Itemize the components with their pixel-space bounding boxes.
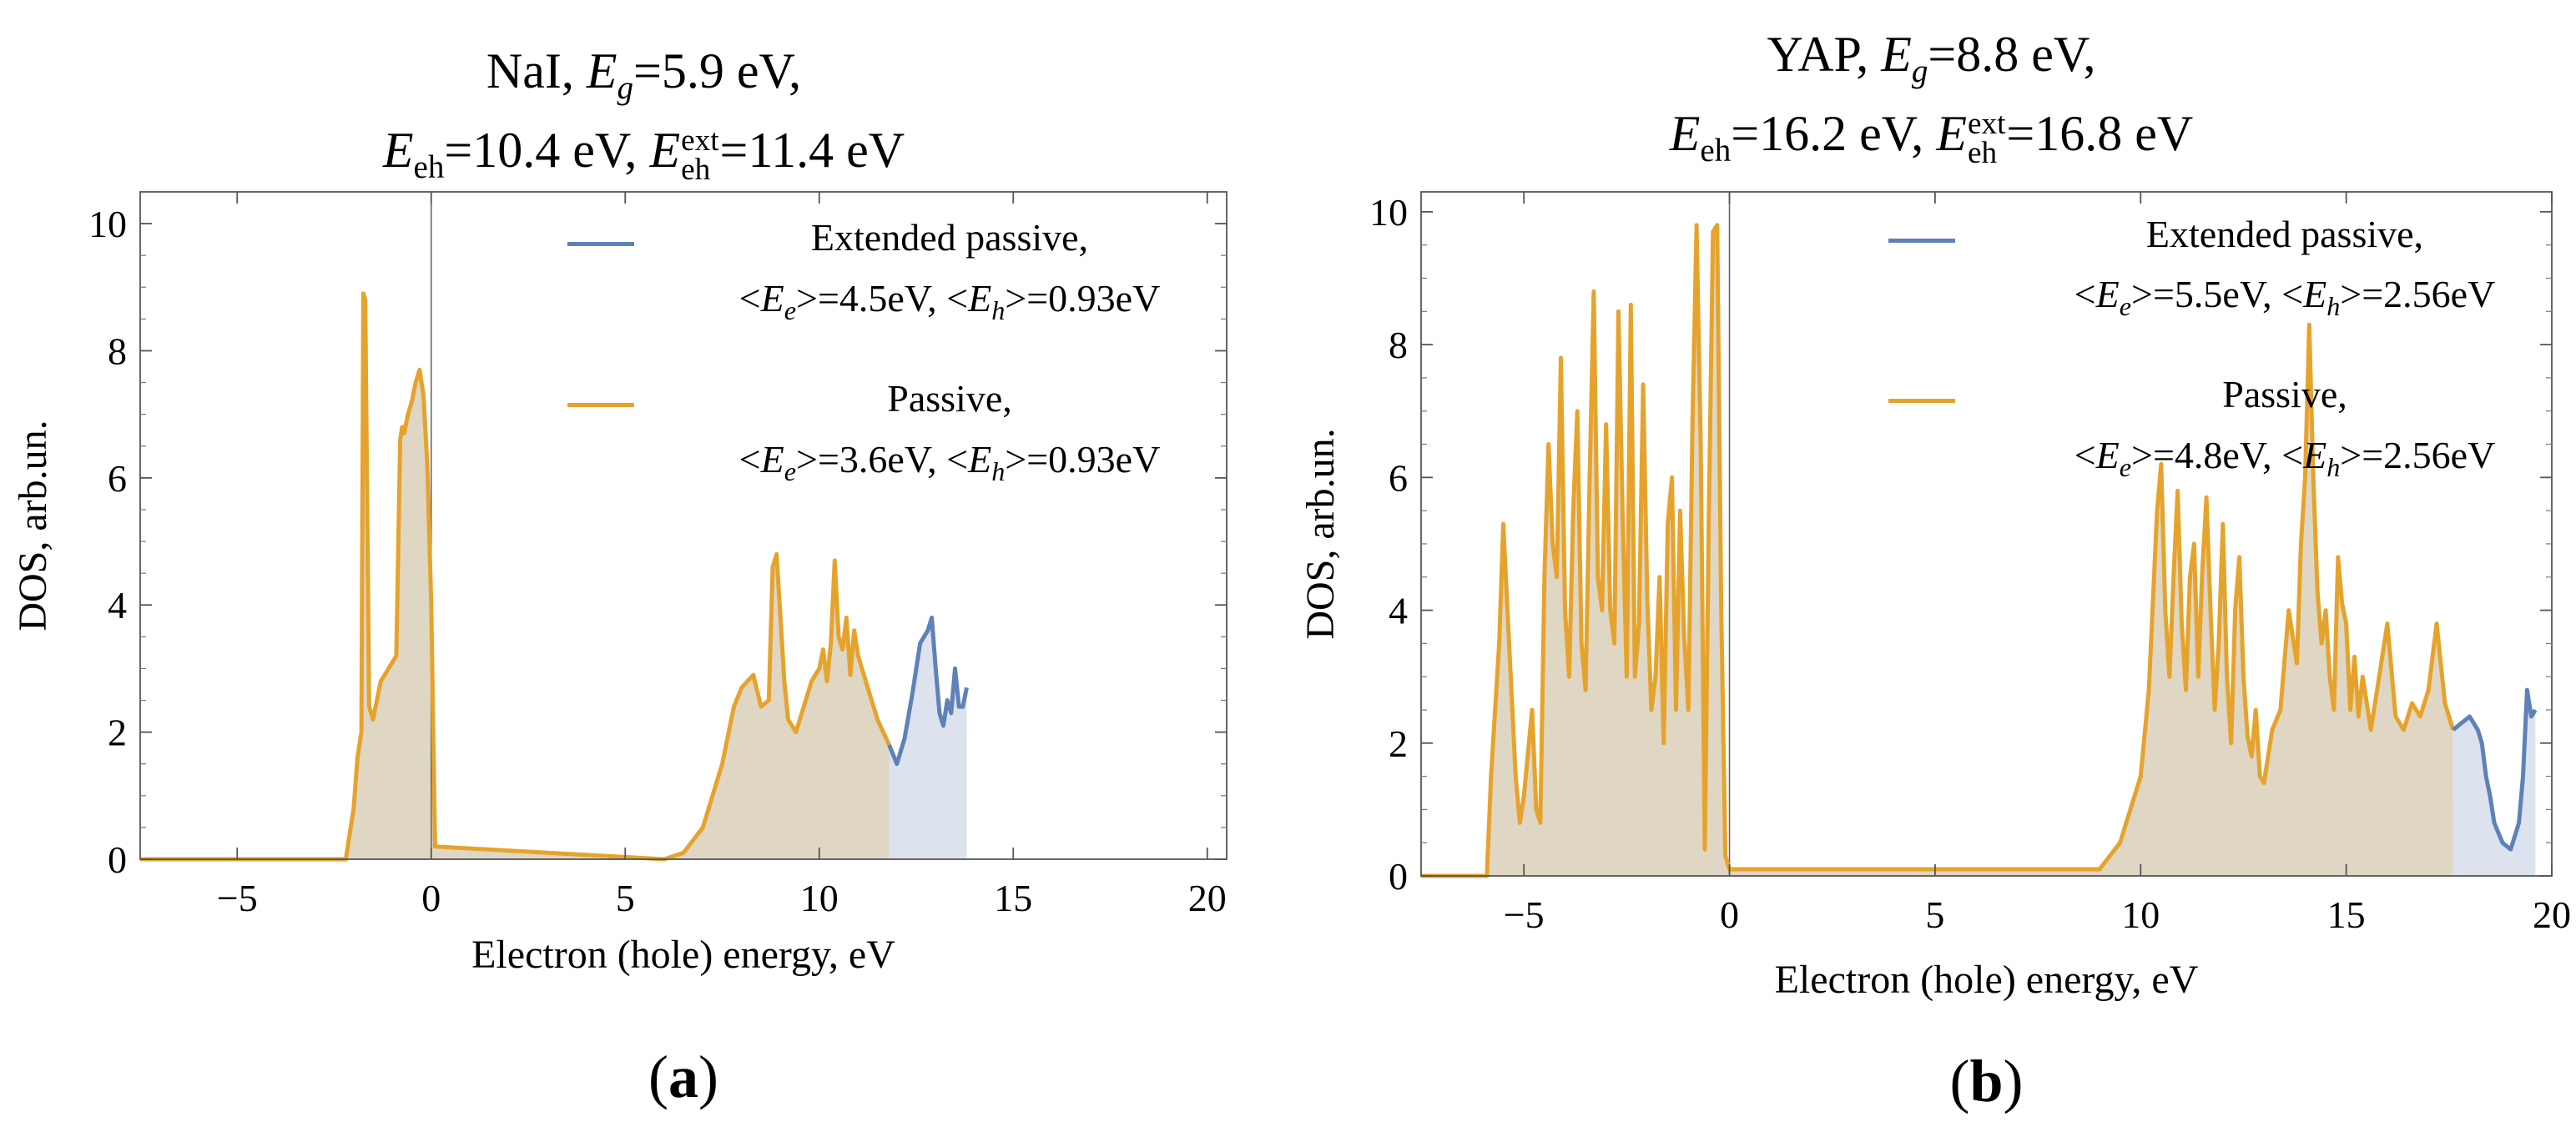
plot-frame (139, 191, 1228, 860)
y-tick-label: 8 (1389, 324, 1408, 366)
y-tick-label: 4 (1389, 590, 1408, 632)
title-material: YAP, (1767, 27, 1882, 82)
title-eeh-symbol: Eeh (382, 123, 445, 185)
title-eext-symbol: E (1936, 106, 1967, 161)
x-tick-label: 10 (2121, 893, 2160, 936)
x-tick-label: −5 (217, 877, 258, 919)
series-area-extended-passive (2452, 690, 2536, 876)
series-line-extended-passive (2452, 687, 2538, 852)
y-tick-label: 2 (1389, 722, 1408, 765)
y-tick-label: 10 (1369, 191, 1408, 234)
y-tick-label: 0 (1389, 855, 1408, 898)
chart-title-line1: YAP, Eg=8.8 eV, (1288, 29, 2575, 88)
legend-passive-means: <Ee>=4.8eV, <Eh>=2.56eV (2074, 434, 2496, 483)
legend-passive-label: Passive, (2222, 373, 2347, 415)
title-eg-symbol: Eg (586, 43, 634, 106)
y-tick-label: 8 (108, 330, 127, 372)
panel-label-b: (b) (1949, 1048, 2024, 1114)
legend-passive-means: <Ee>=3.6eV, <Eh>=0.93eV (739, 438, 1161, 487)
legend-swatch-extended (567, 242, 634, 246)
y-tick-label: 6 (108, 457, 127, 500)
x-tick-label: 15 (2327, 893, 2366, 936)
legend-extended-label: Extended passive, (810, 216, 1089, 259)
x-tick-label: 20 (2533, 893, 2571, 936)
title-eg-value: =5.9 eV, (633, 43, 802, 98)
series-line-passive (140, 291, 891, 862)
y-tick-label: 0 (108, 838, 127, 881)
legend-swatch-passive (567, 403, 634, 407)
title-eg-symbol: Eg (1881, 27, 1928, 89)
y-axis-label: DOS, arb.un. (11, 420, 55, 631)
dos-plot-b: −5 0 5 10 15 20 0 2 4 6 8 10 Electron (hole) energy,… (1298, 191, 2571, 1002)
x-tick-label: −5 (1504, 893, 1545, 936)
legend-passive-label: Passive, (887, 377, 1012, 420)
title-eeh-value: =16.2 eV, (1731, 106, 1937, 161)
title-eg-value: =8.8 eV, (1928, 27, 2096, 82)
series-area-passive (1421, 224, 2453, 876)
series-area-passive (140, 293, 890, 859)
x-axis-label: Electron (hole) energy, eV (1775, 958, 2199, 1002)
x-tick-label: 15 (994, 877, 1032, 919)
panel-label-a: (a) (648, 1044, 718, 1110)
legend-extended-means: <Ee>=4.5eV, <Eh>=0.93eV (739, 277, 1161, 326)
x-tick-label: 0 (421, 877, 441, 919)
y-tick-label: 4 (108, 584, 127, 626)
title-eeh-value: =10.4 eV, (444, 123, 650, 178)
x-tick-label: 20 (1188, 877, 1227, 919)
legend-extended-means: <Ee>=5.5eV, <Eh>=2.56eV (2074, 273, 2496, 322)
x-axis-label: Electron (hole) energy, eV (471, 933, 895, 977)
plot-frame (1420, 191, 2553, 877)
chart-title-line1: NaI, Eg=5.9 eV, (0, 46, 1288, 104)
title-eext-symbol: E (649, 123, 681, 178)
legend-extended-label: Extended passive, (2145, 213, 2424, 255)
title-material: NaI, (486, 43, 587, 98)
y-tick-label: 2 (108, 712, 127, 754)
title-eeh-symbol: Eeh (1669, 106, 1732, 169)
y-axis-label: DOS, arb.un. (1298, 428, 1343, 639)
title-eext-value: =16.8 eV (2006, 106, 2194, 161)
series-line-passive (1421, 223, 2456, 878)
y-tick-label: 10 (88, 203, 127, 245)
x-tick-label: 5 (616, 877, 635, 919)
legend-swatch-extended (1888, 239, 1955, 243)
y-tick-label: 6 (1389, 456, 1408, 499)
series-area-extended-passive (889, 617, 967, 859)
series-line-extended-passive (887, 616, 969, 767)
x-tick-label: 0 (1720, 893, 1739, 936)
x-tick-label: 5 (1925, 893, 1944, 936)
title-eext-value: =11.4 eV (719, 123, 905, 178)
legend-swatch-passive (1888, 399, 1955, 403)
dos-plot-a: −5 0 5 10 15 20 0 2 4 6 8 10 Electron (hole) energy,… (11, 191, 1228, 977)
x-tick-label: 10 (800, 877, 839, 919)
